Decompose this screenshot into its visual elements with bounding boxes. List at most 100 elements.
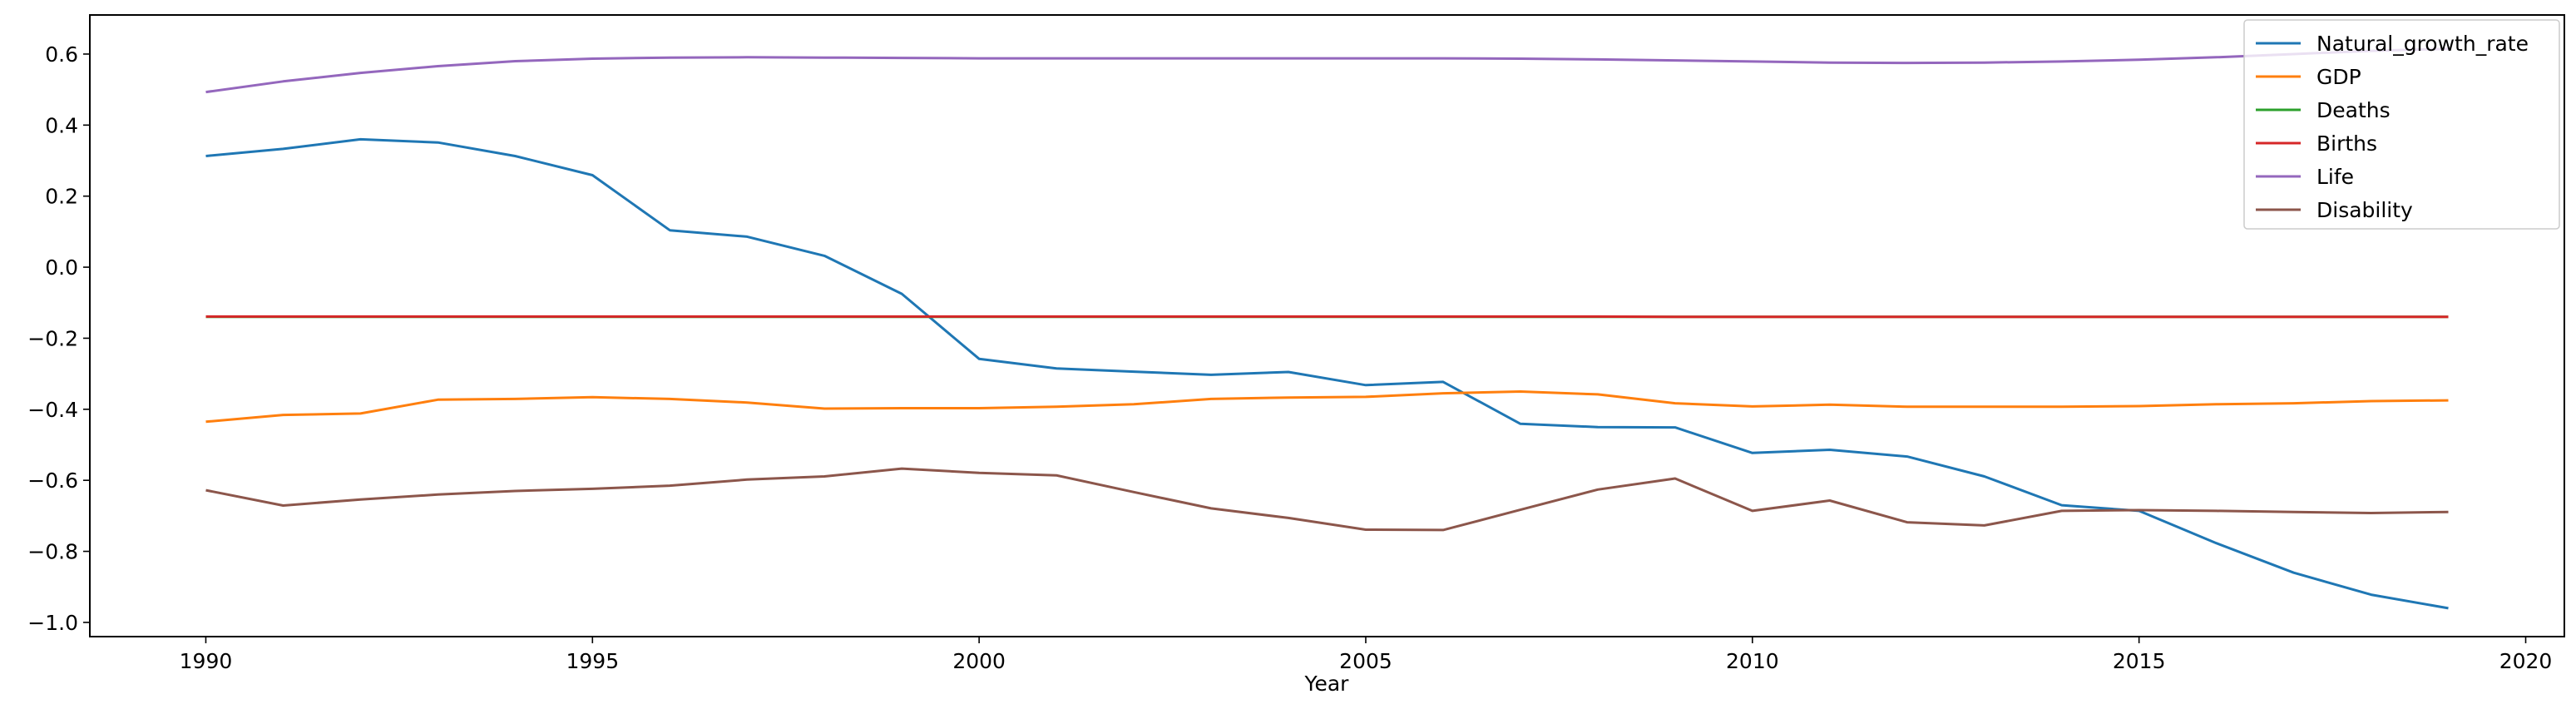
series-life [205,47,2449,94]
data-point-gdp [1288,397,1289,399]
data-point-disability [205,489,207,491]
data-point-births [669,315,670,317]
y-tick-label: −0.8 [27,540,78,564]
data-point-births [1674,316,1676,318]
data-point-natural-growth-rate [1442,381,1444,383]
data-point-natural-growth-rate [1365,384,1367,386]
data-point-life [1210,57,1212,59]
data-point-births [978,315,980,317]
data-point-natural-growth-rate [359,138,361,140]
data-point-life [1906,62,1908,64]
data-point-life [2061,61,2063,62]
legend-box [2243,19,2560,230]
data-point-natural-growth-rate [1056,368,1057,369]
data-point-natural-growth-rate [1210,374,1212,375]
y-tick-label: 0.0 [45,255,78,280]
data-point-gdp [1133,404,1135,405]
y-tick-label: −0.2 [27,326,78,350]
data-point-gdp [978,408,980,409]
data-point-gdp [2061,406,2063,408]
series-births [205,315,2449,319]
data-point-life [901,57,902,59]
data-point-life [1442,57,1444,59]
y-tick-label: 0.6 [45,42,78,67]
data-point-life [1829,62,1831,63]
data-point-disability [2293,511,2295,513]
data-point-natural-growth-rate [1752,452,1753,454]
series-line-natural-growth-rate [205,137,2449,610]
data-point-births [1520,315,1521,317]
data-point-births [2061,316,2063,318]
data-point-life [1674,60,1676,62]
legend: Natural_growth_rate GDP Deaths Births Life Di… [2243,19,2560,230]
data-point-life [746,57,748,58]
series-natural-growth-rate [205,137,2449,610]
legend-label: GDP [2316,65,2361,89]
data-point-births [1906,316,1908,318]
data-point-births [746,315,748,317]
data-point-disability [1056,474,1057,476]
data-point-life [823,57,825,58]
data-point-gdp [1829,404,1831,405]
data-point-disability [901,468,902,469]
data-point-disability [1288,517,1289,518]
data-point-births [1288,315,1289,317]
data-point-disability [2371,513,2372,514]
data-point-natural-growth-rate [823,255,825,256]
series-line-life [205,47,2449,94]
data-point-natural-growth-rate [514,156,516,157]
data-point-gdp [1520,391,1521,393]
data-point-natural-growth-rate [1906,456,1908,458]
data-point-natural-growth-rate [282,148,284,150]
data-point-births [1133,315,1135,317]
legend-item-disability: Disability [2256,198,2413,222]
data-point-gdp [1674,403,1676,404]
data-point-gdp [901,408,902,409]
legend-item-life: Life [2256,165,2354,189]
series-line-gdp [205,390,2449,424]
data-point-births [1365,315,1367,317]
data-point-gdp [2138,405,2140,407]
x-axis: 1990 1995 2000 2005 2010 2015 2020 [180,637,2552,673]
data-point-disability [746,478,748,480]
legend-item-gdp: GDP [2256,65,2361,89]
data-point-life [514,61,516,62]
data-point-natural-growth-rate [1288,371,1289,373]
data-point-disability [1210,508,1212,509]
data-point-natural-growth-rate [1674,427,1676,429]
data-point-disability [1752,510,1753,512]
data-point-births [2371,316,2372,318]
data-point-births [359,315,361,317]
data-point-gdp [2293,403,2295,404]
data-point-natural-growth-rate [978,358,980,359]
data-point-gdp [1442,393,1444,394]
axes-frame [89,14,2565,637]
plot-lines [205,47,2450,610]
data-point-disability [1984,524,1985,526]
data-point-gdp [2216,404,2218,405]
data-point-births [437,315,438,317]
series-disability [205,467,2450,532]
data-point-natural-growth-rate [2216,543,2218,544]
data-point-disability [2448,511,2450,513]
data-point-gdp [2448,399,2450,401]
data-point-disability [1597,488,1599,490]
data-point-disability [2216,510,2218,512]
data-point-life [669,57,670,58]
data-point-natural-growth-rate [1829,449,1831,451]
data-point-natural-growth-rate [1984,476,1985,478]
data-point-natural-growth-rate [2293,572,2295,573]
data-point-life [437,66,438,67]
data-point-disability [359,498,361,500]
x-tick-label: 2010 [1726,649,1779,673]
data-point-disability [978,472,980,474]
data-point-gdp [1906,406,1908,408]
data-point-natural-growth-rate [746,236,748,237]
data-point-life [205,92,207,93]
data-point-life [1520,58,1521,60]
data-point-gdp [746,402,748,404]
data-point-births [823,315,825,317]
data-point-disability [1442,529,1444,531]
